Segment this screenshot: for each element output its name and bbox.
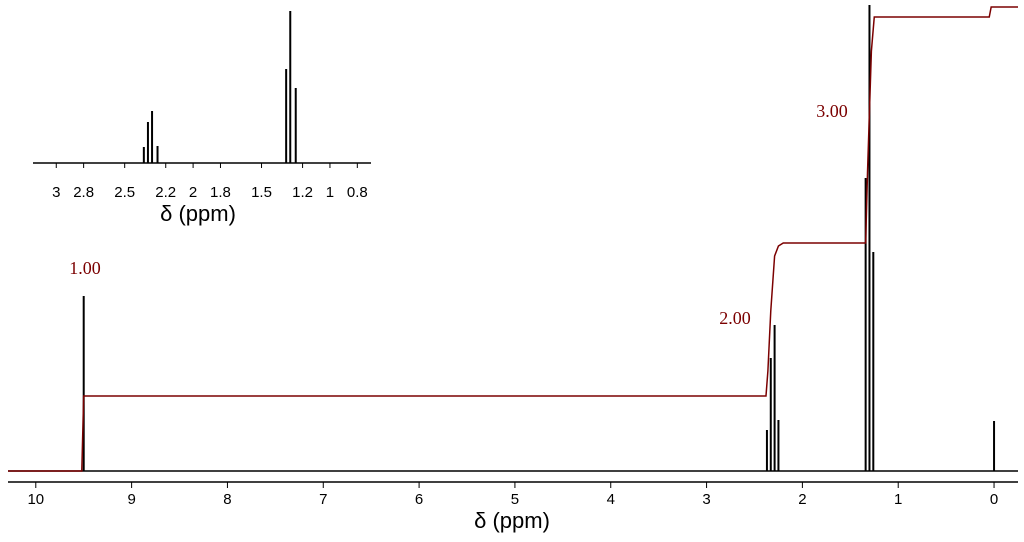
integral-label: 2.00 (719, 308, 751, 328)
x-tick-label: 1.8 (210, 184, 231, 201)
x-axis-label: δ (ppm) (160, 201, 236, 226)
x-axis-label: δ (ppm) (474, 508, 550, 533)
x-tick-label: 7 (319, 491, 327, 508)
x-tick-label: 4 (607, 491, 615, 508)
x-tick-label: 8 (223, 491, 231, 508)
x-tick-label: 2 (798, 491, 806, 508)
x-tick-label: 9 (127, 491, 135, 508)
x-tick-label: 1 (894, 491, 902, 508)
x-tick-label: 2.8 (73, 184, 94, 201)
x-tick-label: 0 (990, 491, 998, 508)
x-tick-label: 3 (52, 184, 60, 201)
x-tick-label: 2.2 (155, 184, 176, 201)
integral-label: 3.00 (816, 101, 848, 121)
x-tick-label: 3 (702, 491, 710, 508)
x-tick-label: 1 (326, 184, 334, 201)
x-tick-label: 1.2 (292, 184, 313, 201)
x-tick-label: 0.8 (347, 184, 368, 201)
x-tick-label: 10 (27, 491, 44, 508)
x-tick-label: 6 (415, 491, 423, 508)
integral-curve (8, 6, 1018, 472)
x-tick-label: 5 (511, 491, 519, 508)
x-tick-label: 1.5 (251, 184, 272, 201)
integral-label: 1.00 (69, 258, 101, 278)
x-tick-label: 2.5 (114, 184, 135, 201)
x-tick-label: 2 (189, 184, 197, 201)
